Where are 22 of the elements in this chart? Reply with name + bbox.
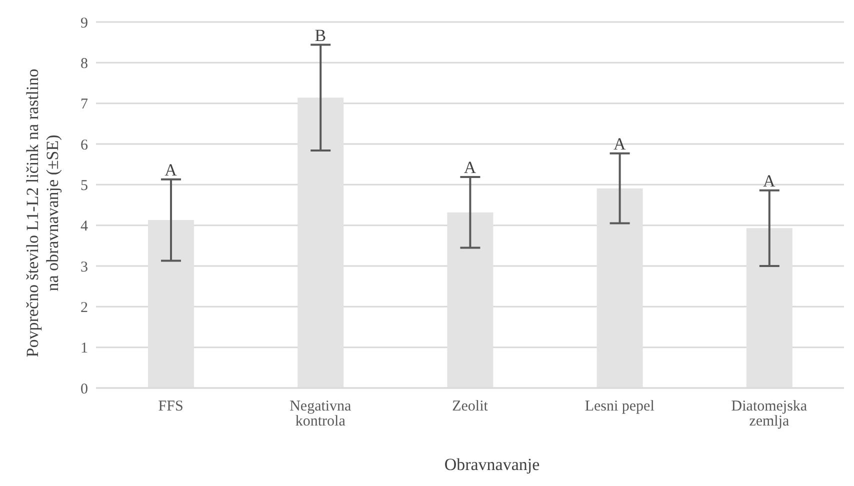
y-tick-label: 5 (80, 178, 88, 194)
annotation: A (464, 158, 477, 177)
y-tick-label: 2 (80, 300, 88, 316)
y-tick-label: 0 (80, 381, 88, 398)
x-tick-label: Negativna kontrola (290, 398, 352, 430)
annotation: B (314, 26, 326, 45)
x-tick-label: Diatomejska zemlja (731, 398, 808, 430)
x-axis-title: Obravnavanje (444, 455, 540, 474)
annotation: A (164, 160, 178, 180)
x-tick-label: Zeolit (452, 398, 489, 415)
y-axis-title: Povprečno število L1-L2 ličink na rastlino na obravnavanje (±SE) (23, 68, 62, 358)
y-tick-label: 7 (80, 96, 88, 113)
y-tick-label: 8 (80, 56, 88, 72)
x-tick-label: FFS (158, 398, 184, 415)
y-tick-label: 4 (80, 218, 88, 235)
y-tick-label: 3 (80, 259, 88, 276)
x-tick-label: Lesni pepel (584, 398, 654, 415)
annotation: A (763, 171, 776, 190)
annotation: A (613, 134, 626, 154)
y-tick-label: 9 (80, 15, 88, 32)
y-tick-label: 1 (80, 340, 88, 357)
y-tick-label: 6 (80, 137, 88, 154)
